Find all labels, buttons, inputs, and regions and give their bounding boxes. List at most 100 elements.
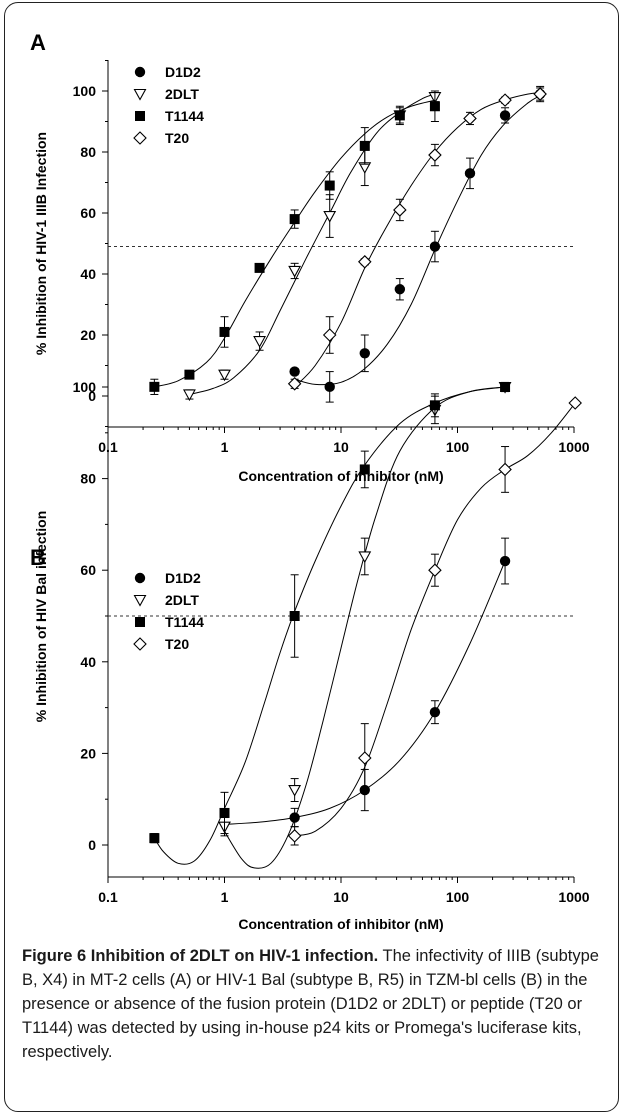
data-point — [323, 211, 337, 223]
legend-label: D1D2 — [165, 570, 201, 586]
caption-body: The infectivity of IIIB (subtype B, X4) … — [22, 947, 599, 1061]
legend-label: T1144 — [165, 614, 204, 630]
data-point — [463, 111, 477, 126]
y-tick-label: 0 — [88, 837, 96, 853]
x-tick-label: 1000 — [558, 889, 589, 905]
y-tick-label: 20 — [80, 327, 96, 343]
legend-marker — [135, 617, 145, 627]
series-t20: T20 — [133, 85, 547, 391]
legend-label: D1D2 — [165, 64, 201, 80]
data-point — [429, 400, 440, 411]
y-axis-label: % Inhibition of HIV Bal infection — [33, 511, 49, 723]
data-point — [429, 101, 440, 112]
data-point — [358, 751, 372, 765]
fit-curve — [294, 92, 541, 388]
legend-marker — [133, 88, 147, 101]
x-tick-label: 10 — [333, 889, 349, 905]
data-point — [149, 833, 160, 844]
data-point — [568, 396, 582, 410]
data-point — [533, 87, 547, 101]
data-point — [253, 336, 267, 348]
data-point — [499, 555, 511, 567]
x-tick-label: 1000 — [558, 439, 589, 455]
data-point — [289, 812, 300, 823]
data-point — [289, 366, 300, 377]
data-point — [429, 706, 441, 718]
legend-marker — [133, 131, 147, 145]
x-tick-label: 1 — [221, 889, 229, 905]
legend-label: T20 — [165, 130, 189, 146]
data-point — [324, 381, 335, 393]
y-tick-label: 60 — [80, 205, 96, 221]
series-d1d2: D1D2 — [134, 64, 546, 403]
data-point — [358, 551, 372, 564]
legend-marker — [134, 66, 146, 78]
series-t1144: T1144 — [135, 90, 440, 395]
fit-curve — [189, 93, 436, 395]
legend-marker — [134, 572, 146, 584]
data-point — [322, 328, 337, 342]
fit-curve — [224, 386, 506, 869]
data-point — [287, 829, 302, 843]
x-tick-label: 0.1 — [98, 889, 118, 905]
legend-marker — [135, 111, 145, 121]
data-point — [288, 265, 302, 278]
series-t20: T20 — [133, 396, 582, 846]
series-2dlt: 2DLT — [133, 86, 442, 402]
x-tick-label: 100 — [446, 439, 470, 455]
data-point — [359, 140, 370, 151]
legend-marker — [133, 637, 147, 651]
data-point — [149, 381, 160, 392]
data-point — [219, 326, 230, 337]
y-tick-label: 100 — [73, 83, 97, 99]
data-point — [288, 784, 302, 797]
data-point — [394, 110, 405, 121]
y-tick-label: 20 — [80, 745, 96, 761]
data-point — [498, 93, 512, 107]
data-point — [500, 382, 511, 392]
fit-curve — [153, 386, 506, 865]
data-point — [428, 148, 442, 162]
y-tick-label: 80 — [80, 471, 96, 487]
x-tick-label: 10 — [333, 439, 349, 455]
y-axis-label: % Inhibition of HIV-1 IIIB Infection — [33, 132, 49, 355]
data-point — [359, 348, 370, 359]
x-axis-label: Concentration of inhibitor (nM) — [238, 916, 443, 932]
y-tick-label: 0 — [88, 388, 96, 404]
legend-marker — [133, 594, 147, 607]
data-point — [429, 241, 441, 252]
legend-label: T20 — [165, 636, 189, 652]
fit-curve — [154, 99, 436, 388]
series-t1144: T1144 — [135, 382, 511, 865]
data-point — [358, 255, 372, 269]
figure-caption: Figure 6 Inhibition of 2DLT on HIV-1 inf… — [22, 944, 607, 1064]
series-d1d2: D1D2 — [134, 537, 511, 828]
fit-curve — [294, 95, 541, 386]
legend-label: 2DLT — [165, 86, 199, 102]
x-tick-label: 1 — [221, 439, 229, 455]
data-point — [464, 168, 476, 179]
x-tick-label: 100 — [446, 889, 470, 905]
figure-frame — [4, 2, 619, 1112]
y-tick-label: 60 — [80, 562, 96, 578]
data-point — [289, 214, 300, 225]
data-point — [393, 203, 407, 217]
panel-letter: A — [30, 30, 46, 55]
data-point — [324, 180, 335, 191]
data-point — [359, 464, 370, 475]
data-point — [218, 369, 231, 382]
y-tick-label: 40 — [80, 266, 96, 282]
legend-label: T1144 — [165, 108, 204, 124]
data-point — [428, 563, 442, 577]
data-point — [289, 611, 300, 621]
y-tick-label: 100 — [73, 379, 97, 395]
x-axis-label: Concentration of inhibitor (nM) — [238, 468, 443, 484]
data-point — [182, 389, 196, 402]
y-tick-label: 80 — [80, 144, 96, 160]
y-tick-label: 40 — [80, 654, 96, 670]
data-point — [287, 377, 302, 391]
data-point — [219, 807, 230, 818]
